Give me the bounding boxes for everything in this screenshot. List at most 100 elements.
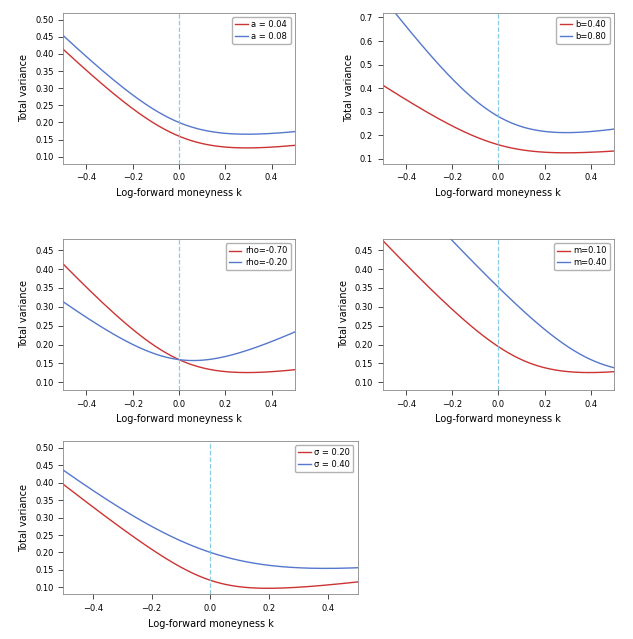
a = 0.04 — [171, 130, 179, 138]
σ = 0.40 — [60, 466, 67, 474]
X-axis label: Log-forward moneyness k: Log-forward moneyness k — [436, 188, 561, 198]
σ = 0.40 — [354, 564, 361, 571]
a = 0.04 — [60, 45, 67, 53]
b=0.40 — [517, 146, 524, 153]
b=0.40 — [504, 143, 511, 151]
m=0.10 — [490, 340, 498, 348]
rho=-0.70 — [185, 360, 192, 367]
σ = 0.40 — [348, 564, 355, 572]
Line: b=0.80: b=0.80 — [382, 0, 614, 133]
σ = 0.40 — [201, 547, 209, 555]
σ = 0.20 — [199, 574, 207, 581]
rho=-0.20 — [171, 355, 179, 363]
m=0.10 — [586, 369, 593, 376]
rho=-0.20 — [170, 355, 177, 362]
a = 0.04 — [185, 136, 192, 144]
a = 0.08 — [291, 128, 299, 135]
σ = 0.20 — [354, 578, 361, 586]
a = 0.08 — [249, 130, 257, 138]
rho=-0.20 — [189, 357, 197, 364]
a = 0.04 — [249, 144, 257, 151]
Line: a = 0.08: a = 0.08 — [63, 36, 295, 134]
b=0.80 — [490, 110, 498, 118]
b=0.40 — [490, 139, 498, 147]
Line: m=0.40: m=0.40 — [382, 167, 614, 367]
b=0.40 — [379, 81, 386, 89]
m=0.10 — [605, 368, 613, 376]
rho=-0.70 — [291, 366, 299, 374]
Line: m=0.10: m=0.10 — [382, 240, 614, 373]
m=0.40 — [610, 364, 618, 371]
b=0.40 — [610, 147, 618, 155]
Legend: σ = 0.20, σ = 0.40: σ = 0.20, σ = 0.40 — [295, 445, 353, 472]
Y-axis label: Total variance: Total variance — [339, 281, 349, 348]
Legend: a = 0.04, a = 0.08: a = 0.04, a = 0.08 — [232, 17, 291, 44]
σ = 0.40 — [199, 546, 207, 554]
rho=-0.70 — [249, 369, 257, 376]
rho=-0.20 — [285, 330, 293, 338]
σ = 0.20 — [348, 579, 355, 587]
rho=-0.20 — [60, 298, 67, 305]
a = 0.04 — [197, 139, 205, 147]
σ = 0.20 — [219, 580, 227, 588]
σ = 0.20 — [201, 574, 209, 582]
m=0.40 — [568, 346, 576, 353]
a = 0.08 — [170, 116, 177, 124]
a = 0.08 — [243, 130, 251, 138]
m=0.10 — [489, 339, 496, 346]
σ = 0.40 — [219, 552, 227, 560]
m=0.40 — [517, 304, 524, 312]
m=0.40 — [504, 293, 511, 300]
σ = 0.40 — [235, 557, 242, 564]
rho=-0.70 — [171, 354, 179, 362]
a = 0.08 — [285, 128, 293, 136]
rho=-0.20 — [197, 357, 205, 364]
rho=-0.70 — [243, 369, 251, 376]
b=0.80 — [517, 123, 524, 130]
m=0.40 — [489, 278, 496, 286]
a = 0.08 — [60, 32, 67, 40]
Legend: b=0.40, b=0.80: b=0.40, b=0.80 — [556, 17, 610, 44]
X-axis label: Log-forward moneyness k: Log-forward moneyness k — [116, 414, 242, 424]
b=0.80 — [379, 0, 386, 1]
Y-axis label: Total variance: Total variance — [344, 54, 354, 122]
rho=-0.70 — [197, 364, 205, 371]
m=0.10 — [610, 368, 618, 376]
Line: σ = 0.20: σ = 0.20 — [63, 484, 358, 589]
b=0.80 — [610, 125, 618, 133]
rho=-0.20 — [185, 357, 192, 364]
Line: rho=-0.70: rho=-0.70 — [63, 264, 295, 373]
b=0.80 — [504, 118, 511, 125]
b=0.40 — [563, 149, 570, 157]
Legend: m=0.10, m=0.40: m=0.10, m=0.40 — [554, 243, 610, 270]
rho=-0.70 — [60, 260, 67, 268]
Line: σ = 0.40: σ = 0.40 — [63, 470, 358, 568]
m=0.10 — [379, 236, 386, 244]
Line: rho=-0.20: rho=-0.20 — [63, 302, 295, 360]
a = 0.08 — [171, 117, 179, 125]
m=0.40 — [490, 279, 498, 287]
a = 0.04 — [243, 144, 251, 151]
X-axis label: Log-forward moneyness k: Log-forward moneyness k — [436, 414, 561, 424]
m=0.40 — [605, 362, 612, 370]
σ = 0.20 — [264, 585, 272, 592]
X-axis label: Log-forward moneyness k: Log-forward moneyness k — [116, 188, 242, 198]
Y-axis label: Total variance: Total variance — [20, 484, 30, 551]
a = 0.04 — [170, 130, 177, 137]
a = 0.04 — [291, 141, 299, 149]
σ = 0.40 — [322, 564, 330, 572]
rho=-0.70 — [170, 353, 177, 360]
b=0.40 — [489, 139, 496, 147]
Y-axis label: Total variance: Total variance — [20, 54, 30, 122]
a = 0.04 — [285, 142, 293, 150]
Y-axis label: Total variance: Total variance — [20, 281, 30, 348]
b=0.80 — [569, 128, 577, 136]
Legend: rho=-0.70, rho=-0.20: rho=-0.70, rho=-0.20 — [225, 243, 291, 270]
rho=-0.20 — [249, 344, 257, 352]
σ = 0.20 — [60, 481, 67, 488]
m=0.10 — [517, 355, 524, 363]
σ = 0.20 — [235, 583, 242, 590]
Line: b=0.40: b=0.40 — [382, 85, 614, 153]
m=0.10 — [504, 349, 511, 357]
rho=-0.70 — [285, 366, 293, 374]
